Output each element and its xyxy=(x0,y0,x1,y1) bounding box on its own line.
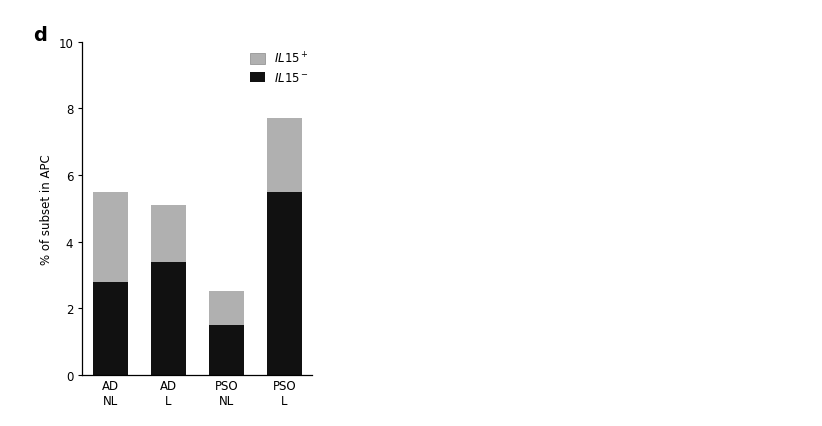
Legend: $IL15^+$, $IL15^-$: $IL15^+$, $IL15^-$ xyxy=(248,49,311,87)
Bar xyxy=(209,325,244,375)
Bar xyxy=(150,205,186,262)
Text: d: d xyxy=(33,26,47,44)
Bar xyxy=(267,119,302,192)
Bar xyxy=(209,292,244,325)
Bar xyxy=(150,262,186,375)
Bar xyxy=(93,192,127,282)
Bar xyxy=(93,282,127,375)
Y-axis label: % of subset in APC: % of subset in APC xyxy=(39,153,53,264)
Bar xyxy=(267,192,302,375)
